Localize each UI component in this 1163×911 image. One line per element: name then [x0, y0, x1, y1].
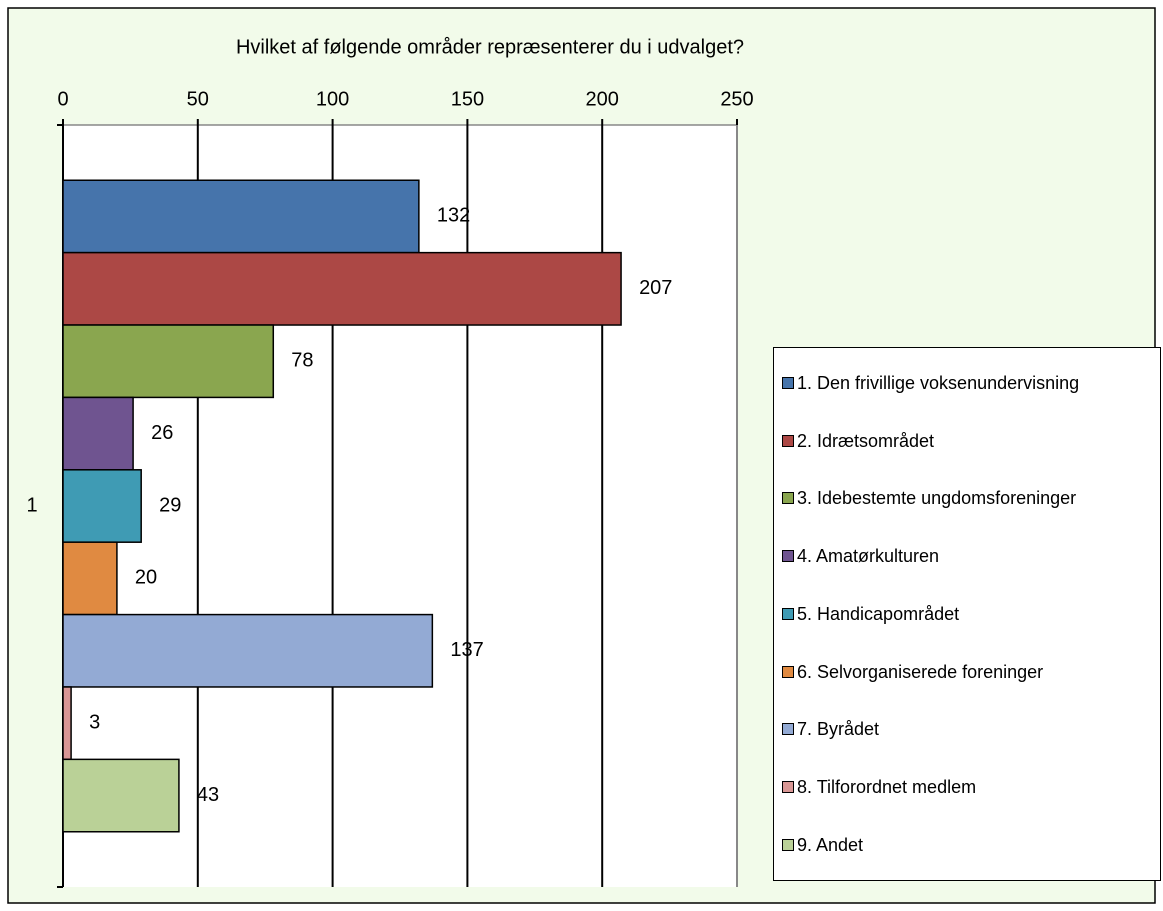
bar [62, 613, 434, 688]
data-label: 78 [291, 350, 313, 372]
legend-label: 8. Tilforordnet medlem [797, 777, 977, 798]
x-tick-label: 0 [57, 88, 68, 110]
chart-title: Hvilket af følgende områder repræsentere… [236, 36, 744, 58]
bar [62, 179, 420, 254]
bar [62, 469, 142, 543]
legend-label: 6. Selvorganiserede foreninger [797, 661, 1044, 682]
data-label: 29 [159, 494, 181, 516]
legend-item: 6. Selvorganiserede foreninger [782, 661, 1152, 683]
legend-item: 2. Idrætsområdet [782, 430, 1152, 452]
data-label: 20 [135, 567, 157, 589]
legend-swatch [782, 376, 794, 389]
legend-item: 4. Amatørkulturen [782, 545, 1152, 567]
legend-item: 7. Byrådet [782, 718, 1152, 740]
legend-label: 2. Idrætsområdet [797, 430, 935, 451]
x-tick-label: 150 [451, 88, 484, 110]
legend-item: 3. Idebestemte ungdomsforeninger [782, 487, 1152, 509]
bar [62, 686, 72, 761]
legend-swatch [782, 723, 794, 736]
legend-swatch [782, 665, 794, 678]
legend-label: 4. Amatørkulturen [797, 546, 940, 567]
legend-label: 7. Byrådet [797, 719, 880, 740]
y-tick-label: 1 [26, 494, 37, 516]
data-label: 26 [151, 422, 173, 444]
data-label: 137 [450, 639, 483, 661]
legend-item: 8. Tilforordnet medlem [782, 776, 1152, 798]
legend: 1. Den frivillige voksenundervisning 2. I… [773, 347, 1161, 881]
legend-swatch [782, 607, 794, 620]
bar [62, 541, 118, 616]
bar [62, 396, 134, 471]
x-tick-label: 200 [586, 88, 619, 110]
x-tick-label: 50 [187, 88, 209, 110]
x-tick-label: 250 [720, 88, 753, 110]
x-tick-label: 100 [316, 88, 349, 110]
data-label: 132 [437, 205, 470, 227]
legend-label: 9. Andet [797, 835, 864, 855]
legend-swatch [782, 839, 794, 851]
bar [62, 324, 275, 399]
legend-item: 1. Den frivillige voksenundervisning [782, 372, 1152, 394]
data-label: 3 [89, 711, 100, 733]
legend-label: 3. Idebestemte ungdomsforeninger [797, 488, 1077, 509]
legend-item: 5. Handicapområdet [782, 603, 1152, 625]
legend-label: 1. Den frivillige voksenundervisning [797, 372, 1080, 393]
legend-swatch [782, 550, 794, 563]
data-label: 207 [639, 277, 672, 299]
legend-swatch [782, 492, 794, 505]
data-label: 43 [197, 784, 219, 806]
legend-label: 5. Handicapområdet [797, 603, 960, 624]
legend-swatch [782, 434, 794, 447]
legend-swatch [782, 781, 794, 794]
bar [62, 758, 180, 833]
bar [62, 251, 622, 326]
legend-item: 9. Andet [782, 834, 1152, 856]
